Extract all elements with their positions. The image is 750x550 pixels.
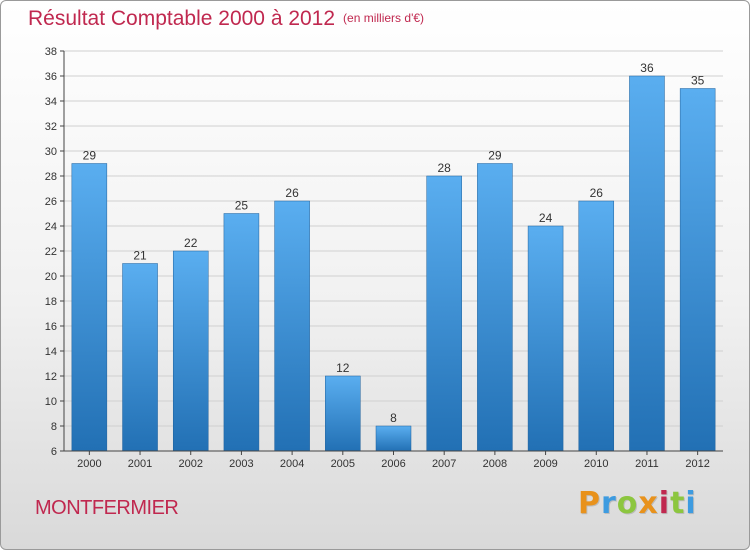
data-label: 36 <box>640 61 654 75</box>
bar <box>477 163 513 452</box>
data-label: 35 <box>691 74 705 88</box>
title-text: Résultat Comptable 2000 à 2012 <box>28 7 336 30</box>
y-tick-label: 38 <box>45 46 57 58</box>
x-tick-label: 2011 <box>635 458 659 470</box>
y-tick-label: 6 <box>51 446 57 458</box>
data-label: 26 <box>285 186 299 200</box>
x-tick-label: 2010 <box>584 458 608 470</box>
brand-letter: x <box>638 486 659 521</box>
bar <box>375 425 412 452</box>
bar <box>578 200 615 452</box>
y-tick-label: 32 <box>45 121 57 133</box>
y-tick-label: 10 <box>45 396 57 408</box>
y-tick-label: 20 <box>45 271 57 283</box>
bar <box>223 213 260 452</box>
x-tick-label: 2008 <box>483 458 507 470</box>
x-tick-label: 2001 <box>128 458 152 470</box>
proxiti-logo: Proxiti <box>578 486 697 521</box>
y-tick-label: 18 <box>45 296 57 308</box>
y-tick-label: 30 <box>45 146 57 158</box>
x-tick-label: 2002 <box>178 458 202 470</box>
data-label: 22 <box>184 236 198 250</box>
x-tick-label: 2003 <box>229 458 253 470</box>
y-tick-label: 16 <box>45 321 57 333</box>
x-tick-label: 2009 <box>533 458 557 470</box>
data-label: 26 <box>590 186 604 200</box>
y-tick-label: 36 <box>45 71 57 83</box>
brand-letter: r <box>601 486 617 521</box>
brand-letter: i <box>685 486 697 521</box>
data-label: 29 <box>83 149 97 163</box>
y-tick-label: 22 <box>45 246 57 258</box>
bar <box>172 250 209 452</box>
x-tick-label: 2012 <box>685 458 709 470</box>
data-label: 24 <box>539 211 553 225</box>
data-label: 29 <box>488 149 502 163</box>
bar <box>122 263 158 452</box>
bar <box>629 75 665 452</box>
brand-letter: t <box>670 486 686 521</box>
data-label: 28 <box>438 161 452 175</box>
bar <box>527 225 564 452</box>
brand-letter: o <box>616 486 639 521</box>
x-tick-label: 2007 <box>432 458 456 470</box>
y-tick-label: 12 <box>45 371 57 383</box>
subtitle-text: (en milliers d'€) <box>343 11 425 25</box>
data-label: 8 <box>390 411 397 425</box>
y-tick-label: 34 <box>45 96 57 108</box>
y-tick-label: 26 <box>45 196 57 208</box>
y-tick-label: 24 <box>45 221 57 233</box>
y-tick-label: 28 <box>45 171 57 183</box>
brand-letter: P <box>578 486 601 521</box>
x-tick-label: 2004 <box>280 458 304 470</box>
chart-title: Résultat Comptable 2000 à 2012 (en millie… <box>28 7 424 31</box>
x-tick-label: 2005 <box>331 458 355 470</box>
x-tick-label: 2006 <box>381 458 405 470</box>
bar <box>679 88 716 452</box>
bar <box>426 175 462 452</box>
y-tick-label: 8 <box>51 421 57 433</box>
location-label: MONTFERMIER <box>35 497 179 519</box>
data-label: 12 <box>336 361 350 375</box>
data-label: 25 <box>235 199 249 213</box>
brand-letter: i <box>658 486 671 521</box>
bar <box>325 375 361 452</box>
bar <box>274 200 310 452</box>
y-tick-label: 14 <box>45 346 57 358</box>
x-tick-label: 2000 <box>77 458 101 470</box>
data-label: 21 <box>133 249 147 263</box>
bar <box>71 163 108 452</box>
